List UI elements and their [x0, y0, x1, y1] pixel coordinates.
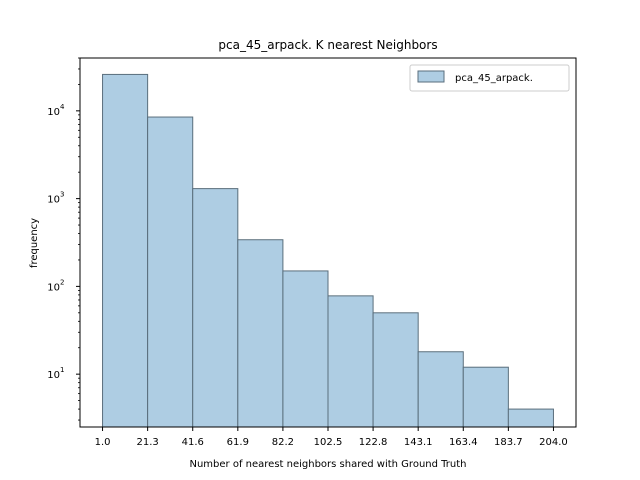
histogram-bar	[462, 366, 509, 427]
histogram-bar	[507, 408, 554, 427]
y-tick-exponent: 3	[60, 191, 64, 199]
legend-label: pca_45_arpack.	[455, 73, 533, 84]
y-axis-title: frequency	[29, 218, 40, 268]
y-tick-label: 10	[47, 195, 60, 206]
y-tick-label: 10	[47, 107, 60, 118]
y-tick-exponent: 4	[60, 103, 65, 111]
legend-swatch	[417, 70, 445, 83]
x-tick-label: 102.5	[314, 437, 343, 448]
x-tick-label: 163.4	[449, 437, 478, 448]
histogram-bar	[327, 295, 374, 427]
x-tick-label: 143.1	[404, 437, 433, 448]
x-tick-label: 1.0	[95, 437, 111, 448]
y-tick-exponent: 1	[60, 366, 64, 374]
y-tick-label: 10	[47, 282, 60, 293]
histogram-bar	[147, 116, 194, 427]
x-tick-label: 183.7	[494, 437, 523, 448]
legend: pca_45_arpack.	[409, 64, 570, 92]
chart-title: pca_45_arpack. K nearest Neighbors	[218, 38, 437, 52]
x-axis-ticks: 1.0 21.3 41.6 61.9 82.2 102.5 122.8 143.1 163.4 1…	[95, 427, 568, 448]
histogram-bar	[282, 270, 329, 427]
histogram-bar	[102, 73, 149, 427]
legend-frame	[409, 64, 570, 92]
bars-group	[102, 73, 554, 427]
y-tick-label: 10	[47, 370, 60, 381]
histogram-bar	[417, 351, 464, 427]
x-tick-label: 21.3	[137, 437, 159, 448]
x-tick-label: 61.9	[227, 437, 249, 448]
histogram-bar	[237, 239, 284, 427]
histogram-bar	[192, 188, 239, 427]
x-tick-label: 82.2	[272, 437, 294, 448]
x-axis-title: Number of nearest neighbors shared with …	[189, 459, 466, 470]
y-tick-exponent: 2	[60, 278, 64, 286]
x-tick-label: 122.8	[359, 437, 388, 448]
x-tick-label: 204.0	[539, 437, 568, 448]
x-tick-label: 41.6	[182, 437, 204, 448]
